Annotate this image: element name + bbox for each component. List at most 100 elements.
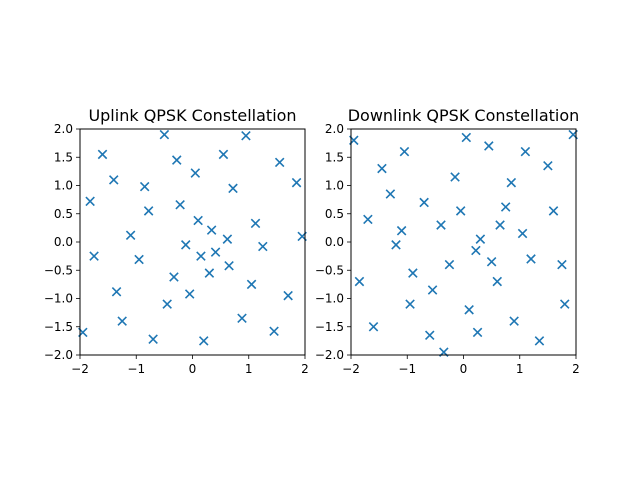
uplink-point-26: [148, 334, 158, 344]
downlink-ytick-label-3: −0.5: [315, 263, 344, 277]
uplink-point-24: [193, 215, 203, 226]
uplink-ytick-label-5: 0.5: [54, 207, 73, 221]
downlink-point-11: [424, 330, 435, 340]
downlink-constellation-panel: Downlink QPSK Constellation −2 −1 0 1 2 −2.0…: [315, 106, 580, 376]
uplink-xtick-label-2: 0: [189, 362, 197, 376]
uplink-point-6: [190, 168, 201, 178]
uplink-point-7: [162, 299, 172, 309]
uplink-point-33: [291, 177, 302, 188]
downlink-point-17: [444, 259, 455, 270]
downlink-point-4: [526, 254, 536, 264]
downlink-point-18: [517, 228, 528, 239]
downlink-point-23: [363, 214, 373, 225]
downlink-xtick-label-0: −2: [342, 362, 360, 376]
uplink-point-30: [184, 289, 195, 299]
uplink-ytick-label-3: −0.5: [44, 263, 73, 277]
uplink-point-9: [85, 196, 95, 207]
uplink-point-5: [111, 286, 122, 297]
downlink-point-19: [391, 240, 401, 250]
uplink-point-34: [139, 181, 150, 192]
downlink-x-ticks: −2 −1 0 1 2: [342, 355, 580, 376]
downlink-ytick-label-8: 2.0: [325, 122, 344, 136]
downlink-point-33: [455, 206, 466, 216]
downlink-ytick-label-7: 1.5: [325, 150, 344, 164]
uplink-point-27: [269, 326, 279, 337]
uplink-point-21: [169, 272, 179, 282]
uplink-ytick-label-0: −2.0: [44, 348, 73, 362]
uplink-point-8: [274, 157, 285, 168]
downlink-point-38: [520, 146, 531, 157]
uplink-ytick-label-4: 0.0: [54, 235, 73, 249]
uplink-point-32: [89, 251, 99, 261]
uplink-points: [78, 129, 307, 346]
uplink-point-17: [159, 129, 170, 140]
downlink-ytick-label-0: −2.0: [315, 348, 344, 362]
uplink-xtick-label-4: 2: [301, 362, 309, 376]
uplink-ytick-label-7: 1.5: [54, 150, 73, 164]
downlink-point-15: [368, 321, 379, 332]
downlink-point-36: [472, 327, 483, 338]
uplink-axes-frame: [79, 128, 306, 356]
downlink-point-24: [461, 132, 472, 143]
downlink-point-31: [377, 163, 387, 174]
downlink-point-1: [436, 220, 446, 230]
downlink-ytick-label-1: −1.5: [315, 320, 344, 334]
downlink-point-37: [396, 225, 407, 236]
uplink-point-10: [237, 313, 247, 324]
uplink-point-16: [198, 336, 209, 346]
uplink-point-11: [175, 199, 185, 210]
downlink-xtick-label-3: 1: [516, 362, 524, 376]
downlink-point-3: [408, 268, 418, 278]
downlink-point-6: [464, 305, 474, 315]
downlink-point-9: [354, 276, 365, 287]
downlink-point-34: [557, 259, 567, 270]
uplink-xtick-label-1: −1: [127, 362, 145, 376]
uplink-point-36: [171, 155, 182, 165]
downlink-point-14: [559, 299, 570, 309]
uplink-y-ticks: −2.0 −1.5 −1.0 −0.5 0.0 0.5 1.0 1.5 2.0: [44, 122, 80, 362]
downlink-point-35: [427, 285, 438, 295]
uplink-constellation-panel: Uplink QPSK Constellation −2 −1 0 1 2 −2.0 −1…: [44, 106, 309, 376]
downlink-axes-frame: [350, 128, 577, 356]
uplink-xtick-label-0: −2: [71, 362, 89, 376]
uplink-point-23: [125, 230, 136, 240]
downlink-point-16: [475, 234, 486, 244]
uplink-point-4: [250, 218, 261, 229]
uplink-ytick-label-2: −1.0: [44, 292, 73, 306]
downlink-point-5: [385, 189, 396, 199]
uplink-point-25: [218, 149, 229, 160]
uplink-point-28: [108, 175, 119, 185]
uplink-ytick-label-8: 2.0: [54, 122, 73, 136]
uplink-point-31: [204, 268, 215, 278]
uplink-point-39: [196, 251, 206, 261]
downlink-point-21: [419, 197, 429, 208]
downlink-ytick-label-5: 0.5: [325, 207, 344, 221]
uplink-ytick-label-6: 1.0: [54, 179, 73, 193]
downlink-title: Downlink QPSK Constellation: [348, 106, 580, 125]
uplink-title: Uplink QPSK Constellation: [88, 106, 296, 125]
uplink-point-22: [258, 241, 268, 252]
uplink-point-15: [97, 149, 108, 160]
uplink-xtick-label-3: 1: [245, 362, 253, 376]
downlink-ytick-label-6: 1.0: [325, 179, 344, 193]
downlink-point-2: [500, 202, 511, 212]
downlink-xtick-label-2: 0: [460, 362, 468, 376]
downlink-point-12: [484, 141, 494, 151]
downlink-ytick-label-2: −1.0: [315, 292, 344, 306]
uplink-x-ticks: −2 −1 0 1 2: [71, 355, 309, 376]
downlink-ytick-label-4: 0.0: [325, 235, 344, 249]
downlink-point-7: [450, 172, 460, 182]
uplink-point-13: [134, 254, 144, 265]
uplink-point-20: [228, 183, 238, 194]
uplink-ytick-label-1: −1.5: [44, 320, 73, 334]
uplink-point-1: [206, 225, 217, 235]
uplink-point-12: [210, 247, 221, 257]
downlink-point-29: [405, 299, 415, 309]
downlink-point-13: [399, 146, 410, 157]
downlink-point-8: [543, 160, 553, 171]
uplink-point-3: [143, 206, 154, 216]
uplink-point-2: [224, 260, 234, 271]
downlink-points: [349, 129, 578, 357]
